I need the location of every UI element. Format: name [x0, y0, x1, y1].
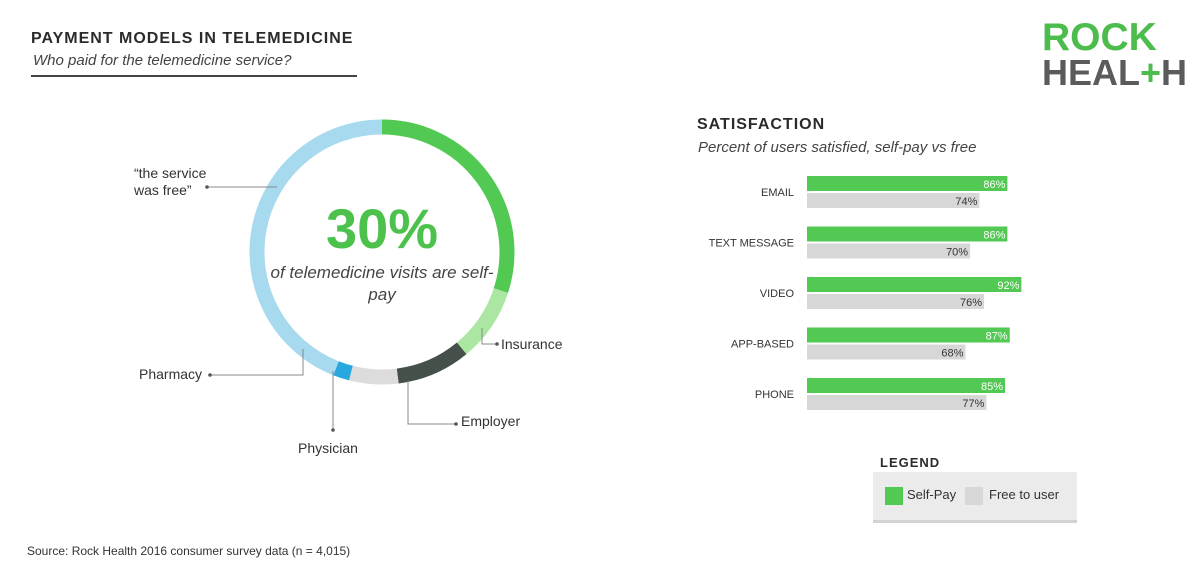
rock-health-logo: ROCK HEAL+H — [1042, 16, 1187, 93]
source-note: Source: Rock Health 2016 consumer survey… — [27, 544, 351, 558]
donut-slice-physician — [349, 365, 399, 385]
donut-slice-insurance — [456, 288, 509, 355]
legend-label-self-pay: Self-Pay — [907, 487, 957, 502]
leader-dot-free — [205, 185, 209, 189]
legend-title: LEGEND — [880, 455, 941, 470]
category-label-phone: PHONE — [755, 389, 794, 401]
title-underline — [31, 75, 357, 77]
logo-health-b: H — [1161, 52, 1188, 93]
bar-value-phone-self-pay: 85% — [981, 381, 1003, 393]
leader-dot-insurance — [495, 342, 499, 346]
bar-value-text-message-self-pay: 86% — [983, 230, 1005, 242]
callout-insurance: Insurance — [501, 336, 563, 352]
category-label-email: EMAIL — [761, 187, 794, 199]
bar-value-video-free: 76% — [960, 297, 982, 309]
donut-slice-employer — [396, 342, 467, 384]
bar-phone-self-pay — [807, 378, 1006, 393]
leader-dot-employer — [454, 422, 458, 426]
callout-employer: Employer — [461, 413, 521, 429]
payment-models-title: PAYMENT MODELS IN TELEMEDICINE — [31, 30, 354, 47]
donut-slice-the-service-was-free — [249, 119, 383, 376]
category-label-video: VIDEO — [760, 288, 795, 300]
bar-email-self-pay — [807, 176, 1008, 191]
self-pay-percentage: 30% — [325, 197, 439, 260]
bar-value-text-message-free: 70% — [946, 247, 968, 259]
bar-text-message-self-pay — [807, 226, 1008, 242]
legend-swatch-self-pay — [885, 487, 903, 505]
bar-app-based-free — [807, 344, 966, 360]
bar-video-self-pay — [807, 277, 1022, 292]
payment-models-subtitle: Who paid for the telemedicine service? — [33, 52, 292, 69]
self-pay-description: of telemedicine visits are self-pay — [270, 263, 494, 304]
satisfaction-subtitle: Percent of users satisfied, self-pay vs … — [698, 139, 977, 156]
bar-value-video-self-pay: 92% — [997, 280, 1019, 292]
bar-video-free — [807, 294, 985, 309]
leader-pharmacy — [210, 349, 304, 376]
category-label-text-message: TEXT MESSAGE — [709, 238, 794, 250]
bar-value-email-free: 74% — [955, 196, 977, 208]
bar-value-app-based-self-pay: 87% — [986, 331, 1008, 343]
callout-physician: Physician — [298, 440, 358, 456]
leader-employer — [407, 381, 456, 425]
bar-value-phone-free: 77% — [962, 398, 984, 410]
legend-swatch-free — [965, 487, 983, 505]
logo-line-rock: ROCK — [1042, 16, 1157, 59]
callout-pharmacy: Pharmacy — [139, 366, 203, 382]
bar-value-email-self-pay: 86% — [983, 179, 1005, 191]
leader-dot-physician — [331, 428, 335, 432]
bar-value-app-based-free: 68% — [941, 348, 963, 360]
logo-health-a: HEAL — [1042, 52, 1140, 93]
bar-phone-free — [807, 395, 987, 410]
donut-slice-self-pay — [381, 119, 515, 293]
callout-service-free: “the service was free” — [134, 165, 207, 198]
bar-text-message-free — [807, 243, 971, 259]
leader-dot-pharmacy — [208, 373, 212, 377]
logo-plus: + — [1140, 52, 1162, 93]
satisfaction-title: SATISFACTION — [697, 116, 826, 133]
legend-label-free: Free to user — [989, 487, 1060, 502]
bar-app-based-self-pay — [807, 327, 1010, 343]
category-label-app-based: APP-BASED — [731, 339, 794, 351]
logo-line-health: HEAL+H — [1042, 52, 1187, 93]
donut-slice-pharmacy — [333, 361, 353, 381]
leader-insurance — [481, 328, 497, 345]
bar-email-free — [807, 193, 980, 208]
